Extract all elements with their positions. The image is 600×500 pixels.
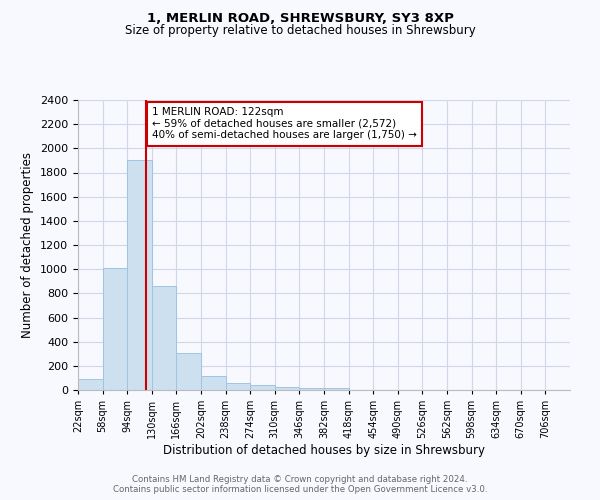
Bar (176, 352, 201, 390)
Bar (299, 388, 324, 390)
Y-axis label: Number of detached properties: Number of detached properties (22, 152, 34, 338)
Text: Size of property relative to detached houses in Shrewsbury: Size of property relative to detached ho… (125, 24, 475, 37)
Bar (324, 388, 349, 390)
X-axis label: Distribution of detached houses by size in Shrewsbury: Distribution of detached houses by size … (163, 444, 485, 457)
Text: 1, MERLIN ROAD, SHREWSBURY, SY3 8XP: 1, MERLIN ROAD, SHREWSBURY, SY3 8XP (146, 12, 454, 26)
Bar (201, 376, 226, 390)
Bar (78, 379, 103, 390)
Bar (250, 385, 275, 390)
Bar (152, 286, 176, 390)
Bar (127, 160, 152, 390)
Text: Contains public sector information licensed under the Open Government Licence v3: Contains public sector information licen… (113, 484, 487, 494)
Bar (103, 268, 127, 390)
Text: Contains HM Land Registry data © Crown copyright and database right 2024.: Contains HM Land Registry data © Crown c… (132, 475, 468, 484)
Text: 1 MERLIN ROAD: 122sqm
← 59% of detached houses are smaller (2,572)
40% of semi-d: 1 MERLIN ROAD: 122sqm ← 59% of detached … (152, 108, 416, 140)
Bar (275, 388, 299, 390)
Bar (226, 384, 250, 390)
